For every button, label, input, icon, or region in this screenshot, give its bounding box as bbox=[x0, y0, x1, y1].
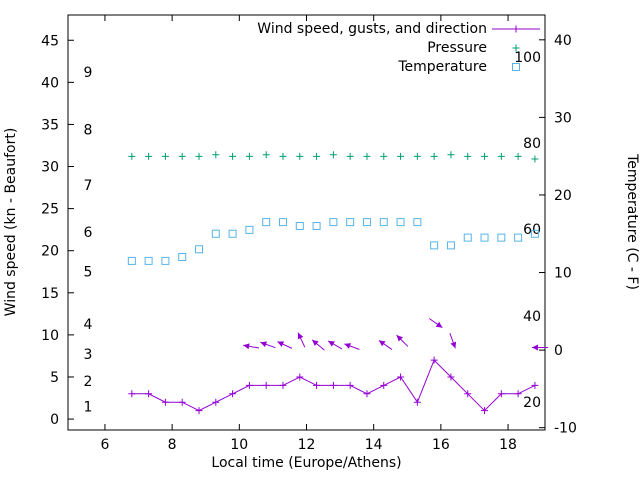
x-tick-label: 16 bbox=[432, 437, 450, 453]
series-pressure bbox=[128, 151, 539, 163]
x-tick-label: 6 bbox=[100, 437, 109, 453]
y-left-tick-label: 5 bbox=[50, 370, 59, 386]
beaufort-label: 7 bbox=[84, 178, 93, 194]
y-right-tick-label: 40 bbox=[554, 33, 572, 49]
x-axis: 6 8 10 12 14 16 18 bbox=[100, 15, 517, 453]
series-temperature bbox=[127, 218, 539, 265]
beaufort-scale-labels: 1 2 3 4 5 6 7 8 9 bbox=[84, 65, 93, 415]
legend-sample-pressure bbox=[512, 44, 520, 52]
y-axis-left-title: Wind speed (kn - Beaufort) bbox=[3, 128, 19, 317]
y-left-tick-label: 20 bbox=[41, 244, 59, 260]
legend-sample-temperature bbox=[512, 63, 520, 71]
fahrenheit-label: 40 bbox=[523, 309, 541, 325]
legend-sample-wind bbox=[492, 25, 540, 33]
y-right-tick-label: 20 bbox=[554, 188, 572, 204]
beaufort-label: 8 bbox=[84, 122, 93, 138]
y-left-tick-label: 25 bbox=[41, 202, 59, 218]
legend-label-wind: Wind speed, gusts, and direction bbox=[257, 21, 487, 37]
beaufort-label: 4 bbox=[84, 317, 93, 333]
x-tick-label: 10 bbox=[230, 437, 248, 453]
y-left-tick-label: 35 bbox=[41, 117, 59, 133]
fahrenheit-label: 20 bbox=[523, 395, 541, 411]
beaufort-label: 3 bbox=[84, 347, 93, 363]
beaufort-label: 2 bbox=[84, 374, 93, 390]
beaufort-label: 5 bbox=[84, 265, 93, 281]
y-left-tick-label: 30 bbox=[41, 160, 59, 176]
wind-direction-arrows bbox=[243, 318, 548, 351]
y-right-tick-label: 30 bbox=[554, 110, 572, 126]
y-axis-left: 0 5 10 15 20 25 30 35 40 45 bbox=[41, 33, 74, 428]
plot-border bbox=[67, 14, 546, 431]
x-tick-label: 14 bbox=[365, 437, 383, 453]
y-left-tick-label: 45 bbox=[41, 33, 59, 49]
legend-label-temperature: Temperature bbox=[397, 59, 487, 75]
y-left-tick-label: 40 bbox=[41, 75, 59, 91]
fahrenheit-label: 100 bbox=[514, 50, 541, 66]
y-axis-right-title: Temperature (C - F) bbox=[624, 153, 640, 290]
beaufort-label: 9 bbox=[84, 65, 93, 81]
y-left-tick-label: 10 bbox=[41, 328, 59, 344]
y-right-tick-label: 0 bbox=[554, 343, 563, 359]
beaufort-label: 6 bbox=[84, 225, 93, 241]
fahrenheit-label: 80 bbox=[523, 136, 541, 152]
y-left-tick-label: 0 bbox=[50, 412, 59, 428]
x-axis-title: Local time (Europe/Athens) bbox=[211, 455, 401, 471]
x-tick-label: 12 bbox=[298, 437, 316, 453]
y-axis-right: -10 0 10 20 30 40 bbox=[539, 33, 577, 437]
beaufort-label: 1 bbox=[84, 399, 93, 415]
y-left-tick-label: 15 bbox=[41, 286, 59, 302]
legend-label-pressure: Pressure bbox=[427, 40, 487, 56]
x-tick-label: 18 bbox=[499, 437, 517, 453]
x-tick-label: 8 bbox=[168, 437, 177, 453]
y-right-tick-label: -10 bbox=[554, 421, 577, 437]
series-wind-speed bbox=[128, 356, 539, 415]
y-right-tick-label: 10 bbox=[554, 266, 572, 282]
legend: Wind speed, gusts, and direction Pressure… bbox=[257, 21, 540, 75]
